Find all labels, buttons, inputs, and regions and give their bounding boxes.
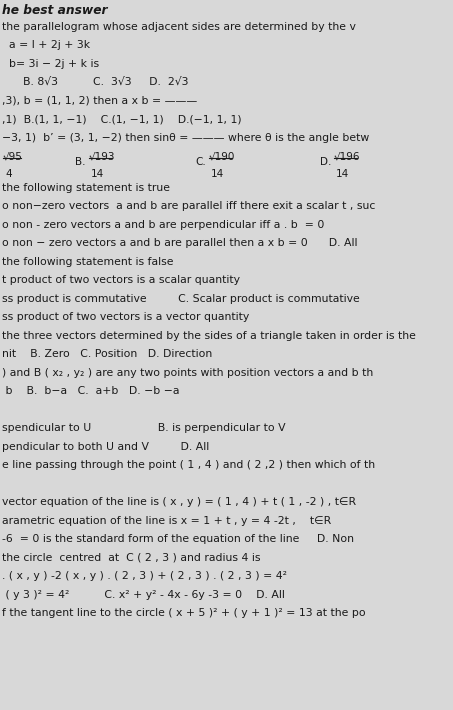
Text: B.: B. [75, 157, 86, 167]
Text: 14: 14 [336, 169, 349, 179]
Text: nit    B. Zero   C. Position   D. Direction: nit B. Zero C. Position D. Direction [2, 349, 212, 359]
Text: D.: D. [320, 157, 332, 167]
Text: √193: √193 [89, 151, 116, 161]
Text: spendicular to U                   B. is perpendicular to V: spendicular to U B. is perpendicular to … [2, 423, 286, 433]
Text: ss product of two vectors is a vector quantity: ss product of two vectors is a vector qu… [2, 312, 249, 322]
Text: √196: √196 [334, 151, 361, 161]
Text: 14: 14 [211, 169, 224, 179]
Text: -6  = 0 is the standard form of the equation of the line     D. Non: -6 = 0 is the standard form of the equat… [2, 534, 354, 544]
Text: −3, 1)  b’ = (3, 1, −2) then sinθ = ——— where θ is the angle betw: −3, 1) b’ = (3, 1, −2) then sinθ = ——— w… [2, 133, 369, 143]
Text: . ( x , y ) -2 ( x , y ) . ( 2 , 3 ) + ( 2 , 3 ) . ( 2 , 3 ) = 4²: . ( x , y ) -2 ( x , y ) . ( 2 , 3 ) + (… [2, 571, 287, 581]
Text: 14: 14 [91, 169, 104, 179]
Text: b= 3i − 2j + k is: b= 3i − 2j + k is [2, 59, 99, 69]
Text: vector equation of the line is ( x , y ) = ( 1 , 4 ) + t ( 1 , -2 ) , t∈R: vector equation of the line is ( x , y )… [2, 497, 356, 507]
Text: the following statement is false: the following statement is false [2, 256, 173, 266]
Text: √95: √95 [3, 151, 23, 161]
Text: B. 8√3          C.  3√3     D.  2√3: B. 8√3 C. 3√3 D. 2√3 [2, 77, 188, 87]
Text: o non − zero vectors a and b are parallel then a x b = 0      D. All: o non − zero vectors a and b are paralle… [2, 238, 357, 248]
Text: b    B.  b−a   C.  a+b   D. −b −a: b B. b−a C. a+b D. −b −a [2, 386, 179, 396]
Text: C.: C. [195, 157, 206, 167]
Text: ,1)  B.(1, 1, −1)    C.(1, −1, 1)    D.(−1, 1, 1): ,1) B.(1, 1, −1) C.(1, −1, 1) D.(−1, 1, … [2, 114, 241, 124]
Text: he best answer: he best answer [2, 4, 107, 17]
Text: the three vectors determined by the sides of a triangle taken in order is the: the three vectors determined by the side… [2, 331, 416, 341]
Text: o non - zero vectors a and b are perpendicular iff a . b  = 0: o non - zero vectors a and b are perpend… [2, 219, 324, 229]
Text: pendicular to both U and V         D. All: pendicular to both U and V D. All [2, 442, 209, 452]
Text: o non−zero vectors  a and b are parallel iff there exit a scalar t , suc: o non−zero vectors a and b are parallel … [2, 201, 376, 211]
Text: f the tangent line to the circle ( x + 5 )² + ( y + 1 )² = 13 at the po: f the tangent line to the circle ( x + 5… [2, 608, 366, 618]
Text: a = l + 2j + 3k: a = l + 2j + 3k [2, 40, 90, 50]
Text: √190: √190 [209, 151, 236, 161]
Text: the following statement is true: the following statement is true [2, 182, 170, 192]
Text: 4: 4 [5, 169, 12, 179]
Text: ) and B ( x₂ , y₂ ) are any two points with position vectors a and b th: ) and B ( x₂ , y₂ ) are any two points w… [2, 368, 373, 378]
Text: t product of two vectors is a scalar quantity: t product of two vectors is a scalar qua… [2, 275, 240, 285]
Text: ss product is commutative         C. Scalar product is commutative: ss product is commutative C. Scalar prod… [2, 293, 360, 304]
Text: e line passing through the point ( 1 , 4 ) and ( 2 ,2 ) then which of th: e line passing through the point ( 1 , 4… [2, 460, 375, 470]
Text: ,3), b = (1, 1, 2) then a x b = ———: ,3), b = (1, 1, 2) then a x b = ——— [2, 96, 197, 106]
Text: arametric equation of the line is x = 1 + t , y = 4 -2t ,    t∈R: arametric equation of the line is x = 1 … [2, 515, 331, 525]
Text: the circle  centred  at  C ( 2 , 3 ) and radius 4 is: the circle centred at C ( 2 , 3 ) and ra… [2, 552, 260, 562]
Text: the parallelogram whose adjacent sides are determined by the v: the parallelogram whose adjacent sides a… [2, 21, 356, 31]
Text: ( y 3 )² = 4²          C. x² + y² - 4x - 6y -3 = 0    D. All: ( y 3 )² = 4² C. x² + y² - 4x - 6y -3 = … [2, 589, 285, 599]
